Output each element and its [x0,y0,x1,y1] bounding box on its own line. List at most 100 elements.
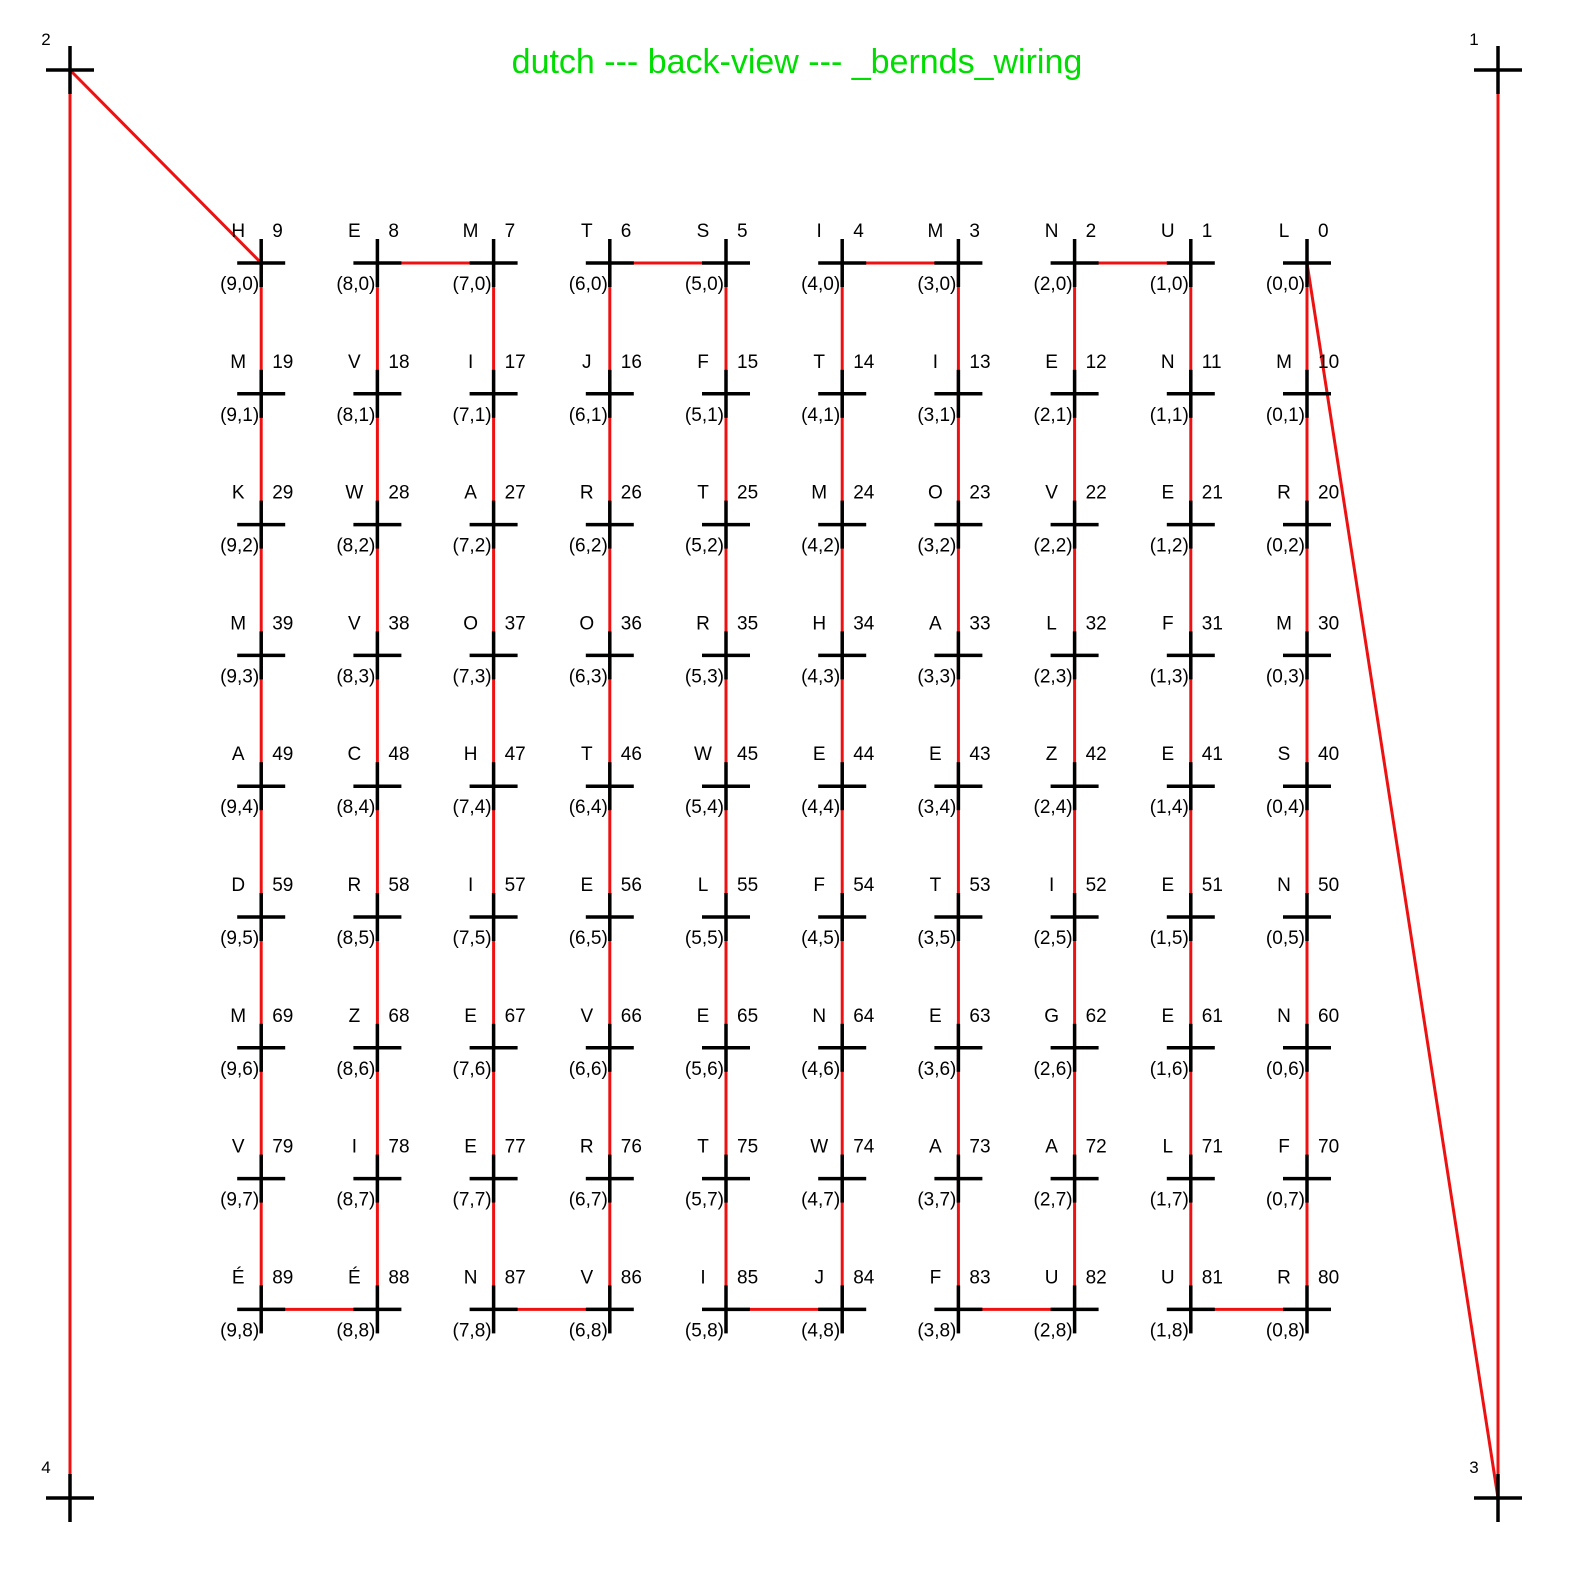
cell-coordinate: (6,4) [569,797,608,818]
cell-coordinate: (0,3) [1266,666,1305,687]
cell-index: 40 [1318,744,1339,765]
cell-index: 22 [1086,483,1107,504]
cell-index: 47 [505,744,526,765]
cell-letter: A [929,613,942,634]
cell-coordinate: (8,7) [336,1190,375,1211]
cell-coordinate: (6,2) [569,536,608,557]
cell-coordinate: (8,1) [336,405,375,426]
cell-letter: E [1161,1006,1174,1027]
cell-index: 89 [272,1267,293,1288]
cell-letter: R [1277,483,1291,504]
cell-index: 0 [1318,221,1329,242]
cell-coordinate: (3,8) [917,1320,956,1341]
cell-coordinate: (1,6) [1150,1059,1189,1080]
cell-index: 35 [737,613,758,634]
cell-coordinate: (2,8) [1034,1320,1073,1341]
cell-letter: I [933,352,938,373]
cell-coordinate: (4,3) [801,666,840,687]
cell-letter: L [698,875,709,896]
cell-index: 15 [737,352,758,373]
cell-coordinate: (6,6) [569,1059,608,1080]
cell-index: 48 [388,744,409,765]
cell-index: 68 [388,1006,409,1027]
cell-letter: V [348,352,361,373]
cell-index: 77 [505,1137,526,1158]
cell-coordinate: (3,5) [917,928,956,949]
corner-markers: 1234 [41,30,1522,1522]
cell-letter: F [813,875,825,896]
cell-letter: E [1161,483,1174,504]
cell-coordinate: (3,4) [917,797,956,818]
cell-letter: S [1278,744,1291,765]
cell-letter: W [694,744,712,765]
cell-index: 39 [272,613,293,634]
cell-letter: E [1045,352,1058,373]
cell-letter: S [697,221,710,242]
cell-index: 72 [1086,1137,1107,1158]
cell-letter: J [814,1267,824,1288]
corner-marker: 4 [41,1458,94,1522]
cell-letter: M [230,352,246,373]
cell-index: 79 [272,1137,293,1158]
cell-coordinate: (0,2) [1266,536,1305,557]
cell-coordinate: (7,1) [453,405,492,426]
cell-coordinate: (6,0) [569,274,608,295]
cell-letter: F [1278,1137,1290,1158]
cell-letter: O [928,483,943,504]
cell-coordinate: (7,6) [453,1059,492,1080]
cell-coordinate: (4,8) [801,1320,840,1341]
cell-index: 4 [853,221,864,242]
cell-letter: U [1161,221,1175,242]
cell-coordinate: (1,3) [1150,666,1189,687]
cell-index: 44 [853,744,875,765]
cell-index: 37 [505,613,526,634]
cell-letter: I [468,352,473,373]
cell-index: 74 [853,1137,875,1158]
cell-index: 69 [272,1006,293,1027]
cell-index: 70 [1318,1137,1339,1158]
cell-letter: H [812,613,826,634]
cell-coordinate: (5,7) [685,1190,724,1211]
cell-index: 13 [969,352,990,373]
cell-coordinate: (7,3) [453,666,492,687]
cell-coordinate: (5,8) [685,1320,724,1341]
corner-label: 4 [41,1458,50,1477]
cell-index: 52 [1086,875,1107,896]
cell-coordinate: (0,4) [1266,797,1305,818]
cell-coordinate: (4,5) [801,928,840,949]
cell-index: 57 [505,875,526,896]
cell-index: 66 [621,1006,642,1027]
cell-index: 56 [621,875,642,896]
cell-letter: G [1044,1006,1059,1027]
cell-letter: M [927,221,943,242]
cell-coordinate: (4,4) [801,797,840,818]
cell-letter: E [1161,744,1174,765]
cell-index: 28 [388,483,409,504]
cell-coordinate: (4,1) [801,405,840,426]
cell-coordinate: (7,5) [453,928,492,949]
cell-coordinate: (9,8) [220,1320,259,1341]
cell-coordinate: (3,3) [917,666,956,687]
cell-coordinate: (7,2) [453,536,492,557]
cell-letter: R [1277,1267,1291,1288]
cell-letter: E [464,1006,477,1027]
cell-coordinate: (0,6) [1266,1059,1305,1080]
cell-letter: E [464,1137,477,1158]
cell-letter: I [817,221,822,242]
cell-coordinate: (2,6) [1034,1059,1073,1080]
cell-index: 78 [388,1137,409,1158]
cell-letter: I [468,875,473,896]
cell-letter: R [580,483,594,504]
cell-letter: W [810,1137,828,1158]
cell-letter: I [1049,875,1054,896]
cell-coordinate: (5,0) [685,274,724,295]
cell-letter: E [697,1006,710,1027]
cell-coordinate: (6,1) [569,405,608,426]
cell-index: 32 [1086,613,1107,634]
cell-coordinate: (4,2) [801,536,840,557]
cell-letter: M [463,221,479,242]
cell-letter: M [811,483,827,504]
cell-index: 63 [969,1006,990,1027]
cell-letter: I [352,1137,357,1158]
